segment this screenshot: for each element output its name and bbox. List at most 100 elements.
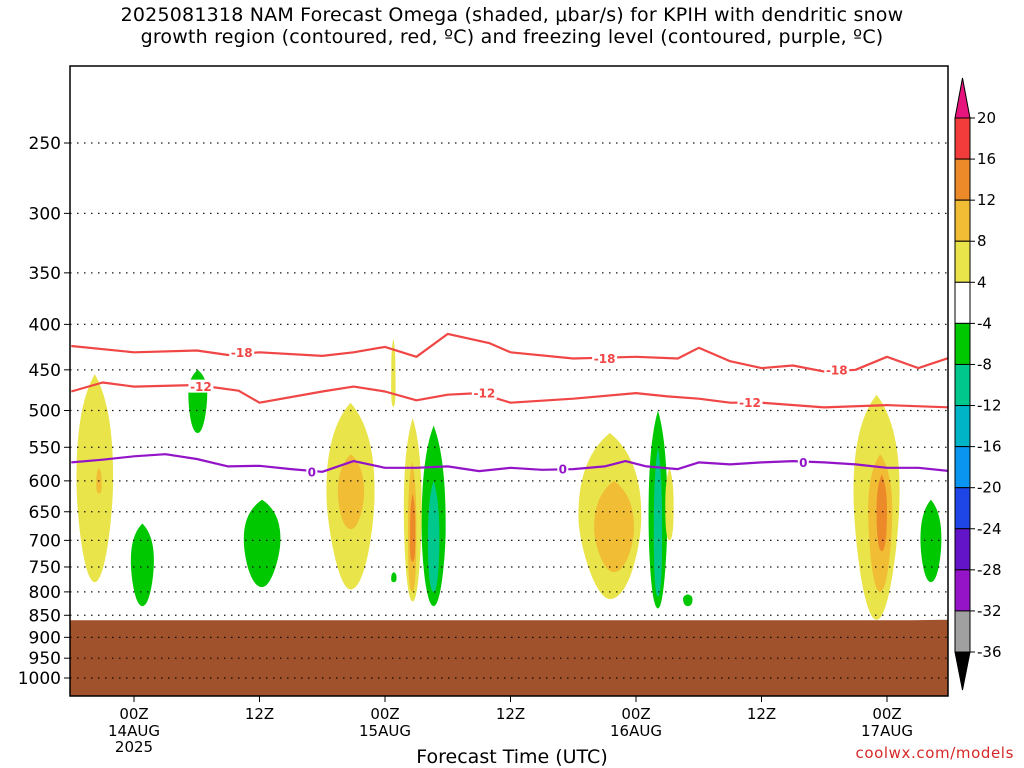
y-tick-label-350: 350	[29, 264, 61, 284]
colorbar-bottom-arrow	[954, 651, 971, 691]
colorbar-bin-10	[954, 528, 971, 571]
omega-region-6	[337, 454, 365, 530]
contour-label-bg-5	[737, 395, 763, 409]
contour-label-6: 0	[308, 465, 316, 479]
omega-region-12	[427, 480, 440, 592]
colorbar-bin-3	[954, 240, 971, 283]
contour-line--18-0	[71, 332, 948, 373]
contour-label-7: 0	[559, 463, 567, 477]
omega-region-2	[130, 523, 154, 607]
colorbar-bin-1	[954, 158, 971, 201]
colorbar-label-10: -24	[977, 520, 1002, 538]
contour-label-bg-4	[824, 362, 850, 376]
contour-line-0-2	[71, 453, 948, 473]
x-tick-label-5: 12Z	[747, 705, 776, 723]
contour-label-4: -18	[826, 363, 848, 377]
contour-label-bg-1	[188, 379, 214, 393]
chart-title-line2: growth region (contoured, red, ºC) and f…	[140, 26, 884, 48]
y-tick-label-850: 850	[29, 606, 61, 626]
omega-region-18	[665, 467, 674, 541]
contour-label-bg-3	[471, 386, 497, 400]
contour-label-8: 0	[799, 456, 807, 470]
contour-label-bg-0	[229, 345, 255, 359]
x-tick-label-3: 12Z	[496, 705, 525, 723]
colorbar-label-9: -20	[977, 479, 1002, 497]
omega-region-19	[683, 594, 693, 607]
omega-region-10	[391, 338, 396, 407]
x-tick-label-6: 00Z	[872, 705, 901, 723]
colorbar-label-1: 16	[977, 150, 996, 168]
x-tick-label-2: 00Z	[370, 705, 399, 723]
chart-title: 2025081318 NAM Forecast Omega (shaded, μ…	[0, 4, 1024, 48]
y-tick-label-700: 700	[29, 531, 61, 551]
contour-label-bg-6	[306, 464, 318, 478]
colorbar-bin-12	[954, 610, 971, 653]
x-tick-date-6: 17AUG	[861, 722, 913, 740]
y-tick-label-1000: 1000	[18, 669, 61, 689]
contour-label-bg-8	[797, 455, 809, 469]
terrain-fill	[70, 619, 948, 696]
omega-region-4	[243, 499, 281, 588]
y-tick-label-800: 800	[29, 583, 61, 603]
colorbar-bin-2	[954, 199, 971, 242]
colorbar-label-12: -32	[977, 602, 1002, 620]
contour-label-bg-7	[557, 462, 569, 476]
contour-label-bg-2	[592, 351, 618, 365]
colorbar-label-7: -12	[977, 397, 1002, 415]
y-tick-label-650: 650	[29, 503, 61, 523]
plot-area: -18 -12 -18 -12 -18 -12 0 0 0	[70, 142, 948, 696]
colorbar-bin-9	[954, 487, 971, 530]
omega-region-9	[409, 493, 416, 562]
x-axis-title: Forecast Time (UTC)	[416, 746, 608, 768]
colorbar-bin-5	[954, 322, 971, 365]
colorbar-top-arrow	[954, 77, 971, 119]
contour-label-2: -18	[594, 352, 616, 366]
omega-region-13	[391, 572, 397, 583]
y-tick-label-400: 400	[29, 315, 61, 335]
contour-label-3: -12	[474, 387, 496, 401]
colorbar-label-6: -8	[977, 355, 992, 373]
colorbar-label-5: -4	[977, 314, 992, 332]
omega-region-15	[594, 480, 634, 573]
y-tick-label-550: 550	[29, 438, 61, 458]
colorbar-label-0: 20	[977, 109, 996, 127]
colorbar-label-3: 8	[977, 232, 987, 250]
x-tick-date-2: 15AUG	[359, 722, 411, 740]
colorbar-bin-11	[954, 569, 971, 612]
contour-label-0: -18	[231, 346, 253, 360]
x-tick-date-4: 16AUG	[610, 722, 662, 740]
colorbar-bin-0	[954, 117, 971, 160]
x-tick-label-1: 12Z	[245, 705, 274, 723]
omega-region-22	[876, 474, 887, 552]
colorbar-bin-4	[954, 281, 971, 324]
y-tick-label-900: 900	[29, 628, 61, 648]
colorbar-bin-6	[954, 363, 971, 407]
x-tick-label-0: 00Z	[119, 705, 148, 723]
colorbar-bin-7	[954, 405, 971, 448]
colorbar-label-8: -16	[977, 438, 1002, 456]
contour-label-5: -12	[739, 396, 761, 410]
colorbar-label-13: -36	[977, 643, 1002, 661]
colorbar-label-11: -28	[977, 561, 1002, 579]
x-tick-label-4: 00Z	[621, 705, 650, 723]
y-tick-label-250: 250	[29, 134, 61, 154]
y-tick-label-500: 500	[29, 402, 61, 422]
x-tick-date-0: 14AUG	[108, 722, 160, 740]
y-tick-label-750: 750	[29, 558, 61, 578]
y-tick-label-300: 300	[29, 204, 61, 224]
colorbar-label-4: 4	[977, 273, 987, 291]
y-tick-label-600: 600	[29, 472, 61, 492]
omega-region-0	[76, 374, 114, 583]
colorbar-label-2: 12	[977, 191, 996, 209]
colorbar-bin-8	[954, 446, 971, 489]
chart-title-line1: 2025081318 NAM Forecast Omega (shaded, μ…	[120, 4, 904, 26]
credit-text: coolwx.com/models	[855, 744, 1014, 762]
contour-label-1: -12	[190, 380, 212, 394]
y-tick-label-450: 450	[29, 361, 61, 381]
omega-region-23	[920, 499, 942, 583]
plot-frame	[69, 65, 949, 697]
x-tick-year-0: 2025	[115, 738, 153, 756]
y-tick-label-950: 950	[29, 649, 61, 669]
